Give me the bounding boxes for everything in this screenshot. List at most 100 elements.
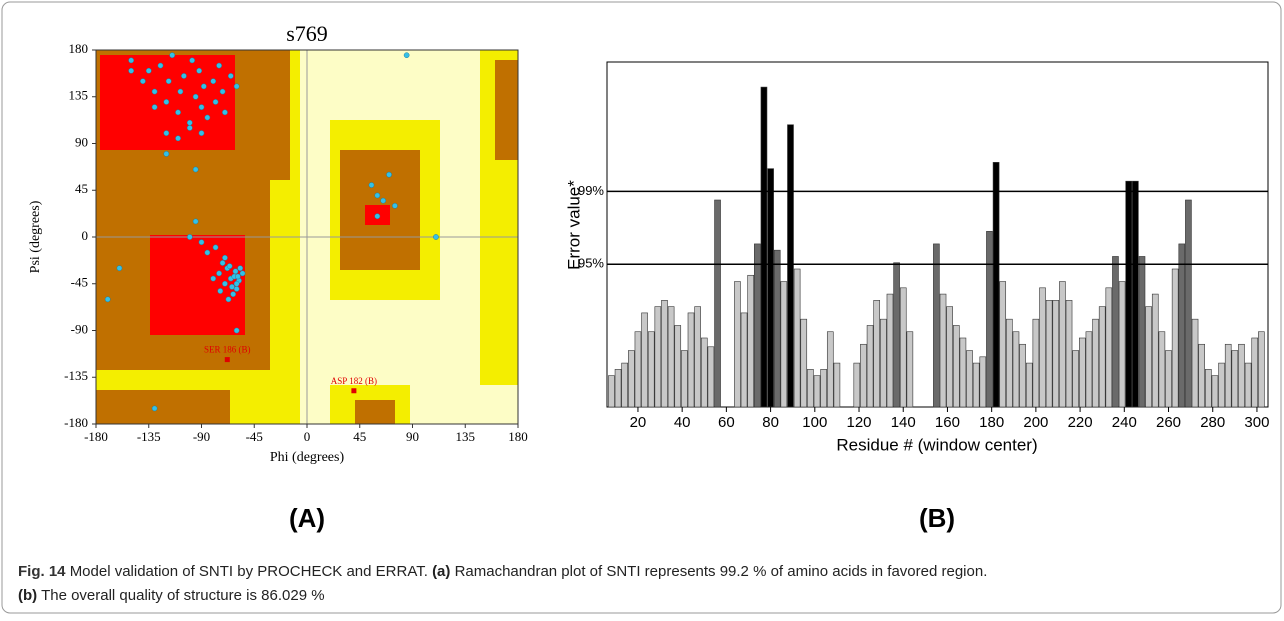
bar (1006, 318, 1013, 408)
point (157, 62, 164, 69)
bar (1012, 331, 1020, 408)
y-tick-label: 0 (82, 228, 89, 243)
bar (767, 168, 774, 408)
x-axis-label: Residue # (window center) (836, 435, 1037, 454)
point-label: ASP 182 (B) (331, 376, 377, 386)
point (177, 88, 184, 95)
bar (1258, 331, 1265, 408)
bar (800, 318, 808, 408)
y-tick-label: -180 (64, 415, 88, 430)
point (380, 197, 387, 204)
bar (1059, 281, 1066, 408)
point (233, 286, 240, 292)
point (219, 260, 226, 266)
bar (986, 231, 993, 408)
bar (654, 306, 662, 408)
point (186, 234, 193, 240)
bar (661, 300, 668, 408)
x-tick-label: 60 (718, 414, 735, 431)
caption: Fig. 14 Model validation of SNTI by PROC… (18, 560, 1268, 608)
rama-regions (95, 49, 519, 425)
point (186, 125, 193, 131)
point (200, 83, 207, 90)
bar (893, 262, 900, 408)
bar (946, 306, 953, 408)
point (192, 93, 199, 100)
x-tick-label: 20 (630, 414, 647, 431)
bar (780, 281, 788, 408)
bar (667, 306, 675, 408)
bar (952, 325, 960, 408)
bar (1019, 343, 1026, 408)
x-tick-label: 80 (762, 414, 779, 431)
point (239, 270, 246, 277)
bar (992, 162, 1000, 408)
bar (1125, 180, 1133, 408)
bar (614, 369, 622, 408)
bar (714, 199, 721, 408)
bar (1098, 306, 1106, 408)
bar (1191, 318, 1199, 408)
point (192, 166, 199, 173)
x-tick-label: 200 (1023, 414, 1048, 431)
x-axis-label: Phi (degrees) (270, 450, 345, 465)
bar (999, 281, 1007, 408)
bar (1132, 180, 1139, 408)
bar (1118, 281, 1126, 408)
point (198, 239, 205, 246)
bar (1085, 331, 1093, 408)
bar (1211, 375, 1219, 408)
point (386, 171, 392, 178)
bar (826, 331, 834, 408)
point (104, 296, 111, 303)
bar (1238, 343, 1245, 408)
labeled-point (224, 357, 230, 363)
point (403, 52, 410, 59)
bar (1205, 369, 1212, 408)
point (232, 268, 239, 275)
x-tick-label: 180 (979, 414, 1004, 431)
y-tick-label: 180 (69, 41, 89, 56)
bar (773, 249, 781, 408)
bar (1105, 287, 1113, 408)
bar (1171, 268, 1179, 408)
bar (681, 350, 688, 408)
point (229, 284, 235, 290)
x-tick-label: 240 (1112, 414, 1137, 431)
bar (740, 312, 748, 408)
bar (1224, 343, 1232, 408)
point (204, 249, 211, 256)
x-tick-label: 100 (802, 414, 827, 431)
point (212, 244, 219, 251)
bar (939, 293, 947, 408)
bar (1138, 256, 1146, 408)
bar (1072, 350, 1079, 408)
bar (1079, 337, 1086, 408)
point (225, 296, 232, 303)
x-tick-label: 220 (1068, 414, 1093, 431)
bar (1151, 293, 1159, 408)
bar (959, 337, 967, 408)
y-tick-label: 95% (578, 256, 604, 271)
point (222, 280, 228, 287)
bar (972, 362, 980, 408)
bar (1032, 318, 1040, 408)
point (210, 275, 217, 282)
point (163, 130, 170, 136)
x-tick-label: -45 (246, 429, 263, 444)
y-tick-label: -45 (71, 275, 88, 290)
bar (694, 306, 701, 408)
bar (899, 287, 907, 408)
bar (1158, 331, 1166, 408)
bar (1052, 300, 1060, 408)
point (216, 62, 222, 69)
point (198, 104, 205, 110)
bar (979, 356, 987, 408)
point (163, 151, 170, 157)
y-tick-label: 135 (69, 88, 89, 103)
x-tick-label: -90 (193, 429, 210, 444)
bar (747, 274, 754, 408)
x-tick-label: 280 (1200, 414, 1225, 431)
bar (1251, 337, 1259, 408)
